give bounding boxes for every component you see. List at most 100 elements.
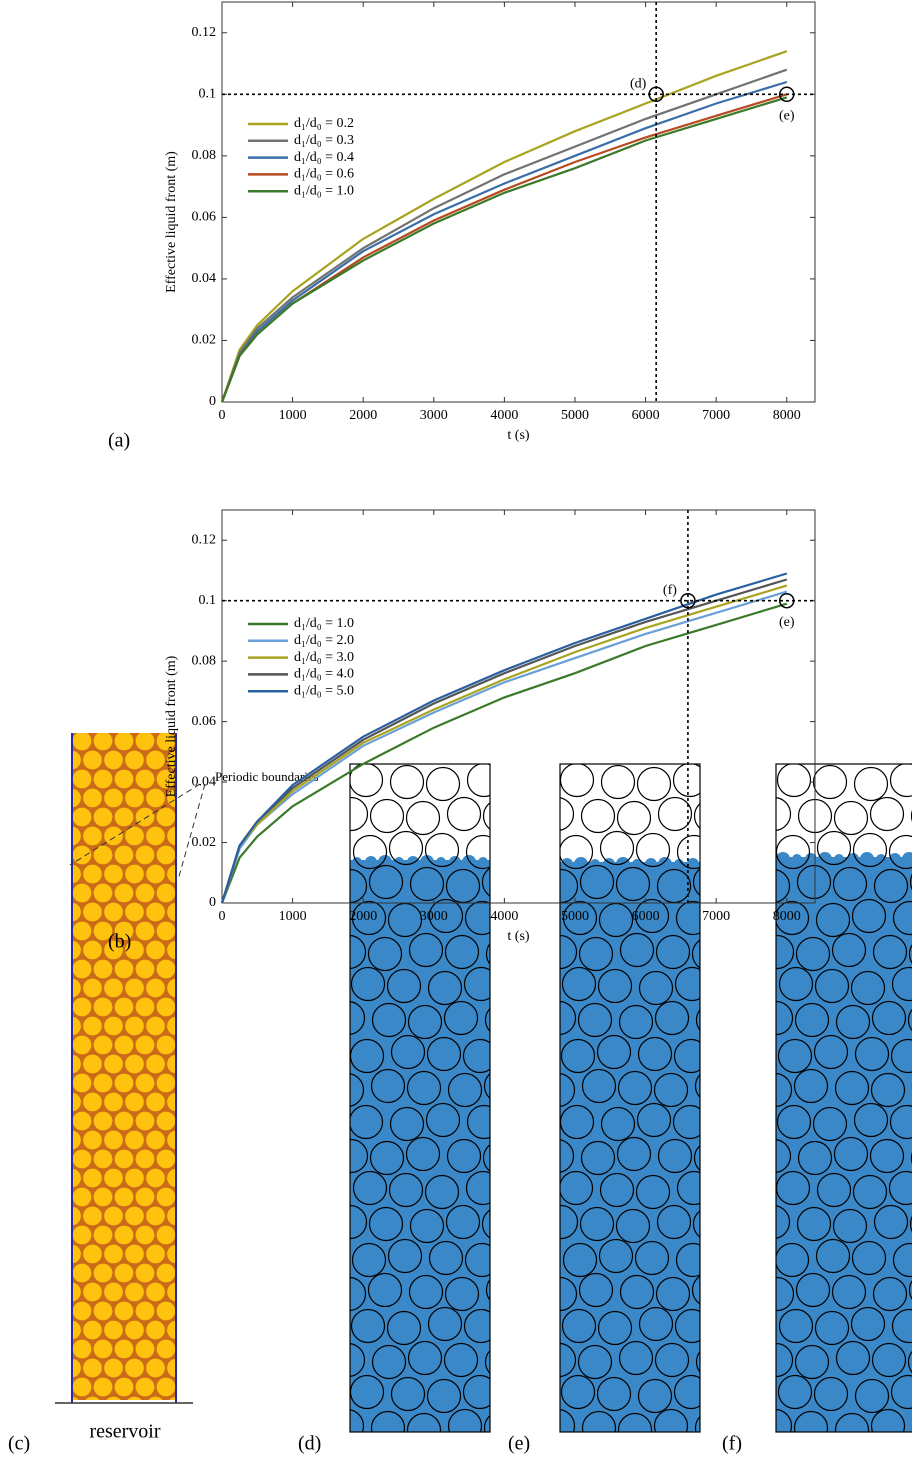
grain <box>156 807 176 827</box>
grain <box>114 807 134 827</box>
grain <box>443 1342 479 1378</box>
grain <box>734 934 767 967</box>
grain <box>795 1272 831 1308</box>
grain <box>166 788 176 808</box>
grain <box>522 1006 555 1039</box>
grain <box>72 1263 92 1283</box>
grain <box>72 826 82 846</box>
grain <box>145 978 166 998</box>
grain <box>635 1174 671 1210</box>
grain <box>778 1308 814 1344</box>
grain <box>93 959 113 979</box>
grain <box>124 1168 145 1188</box>
grain <box>816 1172 852 1208</box>
grain <box>520 762 553 795</box>
grain <box>505 1378 538 1411</box>
grain <box>871 1000 907 1036</box>
grain <box>853 766 889 802</box>
grain <box>72 864 82 884</box>
grain <box>814 968 850 1004</box>
meniscus <box>902 852 912 866</box>
meniscus <box>590 859 600 869</box>
meniscus <box>658 857 672 871</box>
grain <box>166 864 176 884</box>
grain <box>72 902 82 922</box>
grain <box>114 769 134 789</box>
grain <box>72 845 92 865</box>
grain <box>124 978 145 998</box>
grain <box>51 997 70 1016</box>
grain <box>425 766 461 802</box>
grain <box>483 1072 490 1100</box>
grain <box>103 978 124 998</box>
grain <box>560 1204 579 1240</box>
grain <box>188 978 207 997</box>
grain <box>466 1104 490 1140</box>
grain <box>82 902 103 922</box>
grain <box>560 797 575 831</box>
grain <box>812 1106 848 1142</box>
grain <box>177 1149 196 1168</box>
grain <box>889 1104 912 1140</box>
grain <box>168 1396 176 1400</box>
grain <box>888 834 912 870</box>
grain <box>596 1376 632 1412</box>
marker <box>680 592 696 609</box>
grain <box>464 1242 490 1278</box>
grain <box>466 764 490 798</box>
grain <box>82 1282 103 1302</box>
grain <box>577 1344 613 1380</box>
grain <box>637 1036 673 1072</box>
grain <box>776 900 810 936</box>
grain <box>371 1344 407 1380</box>
grain <box>135 1301 155 1321</box>
legend-label: d₁/d₀ = 5.0 <box>294 683 354 698</box>
grain <box>406 1412 442 1432</box>
grain <box>351 1242 387 1278</box>
grain <box>156 1263 176 1283</box>
grain <box>188 750 207 769</box>
grain <box>135 1035 155 1055</box>
grain <box>672 1104 700 1140</box>
panel-label: (a) <box>108 430 130 452</box>
grain <box>776 1408 793 1432</box>
meniscus <box>876 854 886 864</box>
grain <box>522 1308 555 1341</box>
grain <box>312 1242 345 1275</box>
grain <box>82 1320 103 1340</box>
grain <box>522 972 555 1005</box>
grain <box>908 944 912 964</box>
grain <box>135 733 155 751</box>
x-tick-label: 6000 <box>632 909 660 924</box>
grain <box>124 1358 145 1378</box>
grain <box>350 1104 384 1140</box>
grain <box>145 1092 166 1112</box>
grain <box>691 939 700 969</box>
grain <box>350 796 369 832</box>
y-tick-label: 0.08 <box>192 148 217 163</box>
grain <box>428 898 464 934</box>
grain <box>526 1038 559 1071</box>
grain <box>834 1412 870 1432</box>
legend-label: d₁/d₀ = 1.0 <box>294 616 354 631</box>
marker-label: (e) <box>779 615 795 630</box>
grain <box>82 940 103 960</box>
grain <box>114 1339 134 1359</box>
grain <box>778 966 814 1002</box>
grain <box>560 934 578 970</box>
grain <box>145 864 166 884</box>
grain <box>695 1350 700 1374</box>
meniscus <box>674 859 684 869</box>
grain <box>524 1210 557 1243</box>
x-tick-label: 2000 <box>349 408 377 423</box>
grain <box>740 1242 773 1275</box>
grain <box>124 864 145 884</box>
meniscus <box>847 853 859 865</box>
grain <box>716 1378 749 1411</box>
grain <box>795 936 831 972</box>
y-axis-label: Effective liquid front (m) <box>164 655 179 797</box>
grain <box>424 832 460 868</box>
grain <box>741 1176 774 1209</box>
x-axis-label: t (s) <box>507 929 530 944</box>
box-frame <box>775 763 912 1433</box>
